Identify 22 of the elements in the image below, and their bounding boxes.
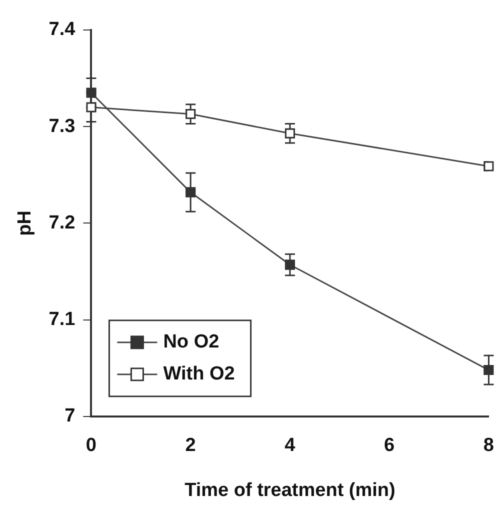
- point: [186, 109, 196, 120]
- point: [186, 187, 196, 198]
- legend-label: No O2: [163, 332, 220, 353]
- point: [484, 161, 494, 172]
- point: [284, 260, 295, 270]
- point: [484, 365, 494, 376]
- y-tick-label: 7.1: [48, 309, 76, 330]
- point: [284, 128, 295, 138]
- point: [86, 102, 96, 112]
- x-tick-label: 2: [185, 435, 196, 456]
- y-axis-title: pH: [14, 210, 36, 236]
- x-axis-title: Time of treatment (min): [184, 480, 396, 501]
- x-tick-label: 6: [384, 435, 395, 456]
- point: [86, 88, 96, 98]
- x-tick-label: 0: [86, 435, 96, 456]
- y-tick-label: 7.3: [48, 116, 76, 137]
- x-tick-label: 4: [284, 435, 296, 456]
- y-tick-label: 7: [64, 406, 76, 427]
- legend-label: With O2: [163, 364, 235, 385]
- y-tick-label: 7.4: [48, 19, 76, 40]
- x-tick-label: 8: [483, 435, 494, 456]
- y-tick-label: 7.2: [48, 212, 76, 234]
